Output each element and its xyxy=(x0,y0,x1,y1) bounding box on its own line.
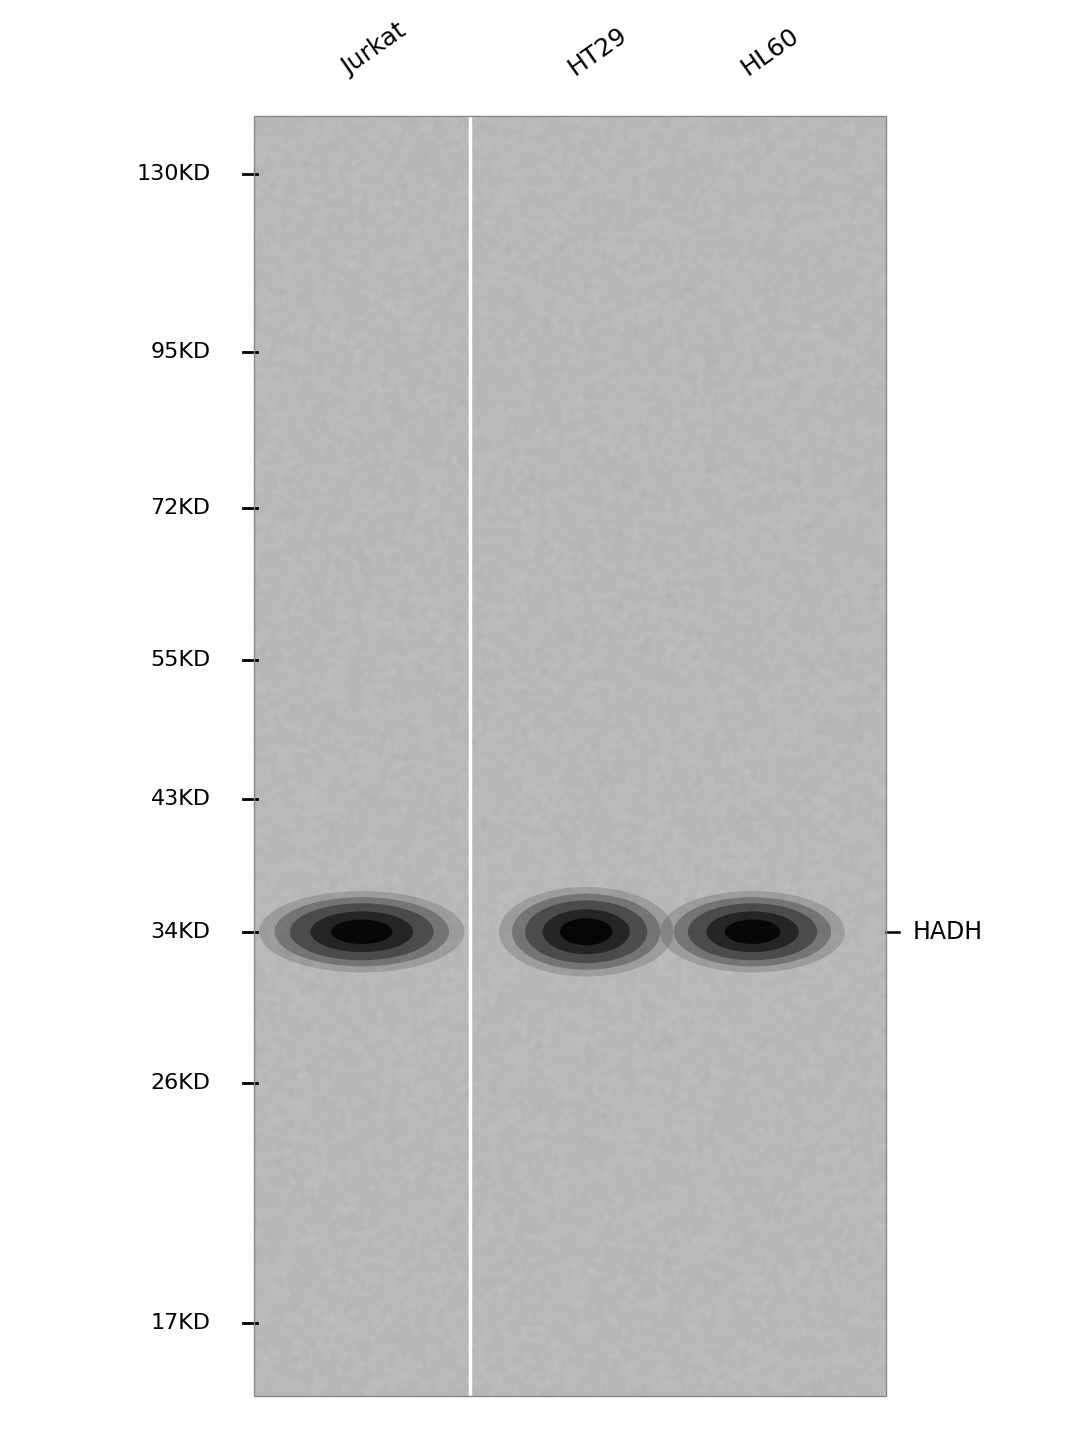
Ellipse shape xyxy=(330,919,392,944)
Text: 130KD: 130KD xyxy=(136,164,211,185)
Ellipse shape xyxy=(706,912,799,952)
Text: 72KD: 72KD xyxy=(150,499,211,518)
Ellipse shape xyxy=(660,891,845,973)
Text: 26KD: 26KD xyxy=(150,1073,211,1093)
Ellipse shape xyxy=(512,894,660,970)
Text: HADH: HADH xyxy=(913,920,983,944)
Text: 95KD: 95KD xyxy=(150,342,211,362)
Bar xyxy=(254,116,886,1396)
Text: 34KD: 34KD xyxy=(150,922,211,942)
Ellipse shape xyxy=(674,897,831,967)
Ellipse shape xyxy=(274,897,449,967)
Ellipse shape xyxy=(725,919,780,944)
Ellipse shape xyxy=(311,912,413,952)
Ellipse shape xyxy=(259,891,464,973)
Bar xyxy=(254,116,886,1396)
Text: HL60: HL60 xyxy=(737,23,804,80)
Ellipse shape xyxy=(561,919,612,945)
Text: HT29: HT29 xyxy=(564,22,632,80)
Ellipse shape xyxy=(525,900,647,963)
Ellipse shape xyxy=(688,903,818,960)
Ellipse shape xyxy=(289,903,433,960)
Ellipse shape xyxy=(499,887,674,977)
Text: 55KD: 55KD xyxy=(150,650,211,670)
Text: 17KD: 17KD xyxy=(150,1313,211,1333)
Text: Jurkat: Jurkat xyxy=(337,19,410,80)
Text: 43KD: 43KD xyxy=(150,790,211,810)
Ellipse shape xyxy=(542,909,630,954)
